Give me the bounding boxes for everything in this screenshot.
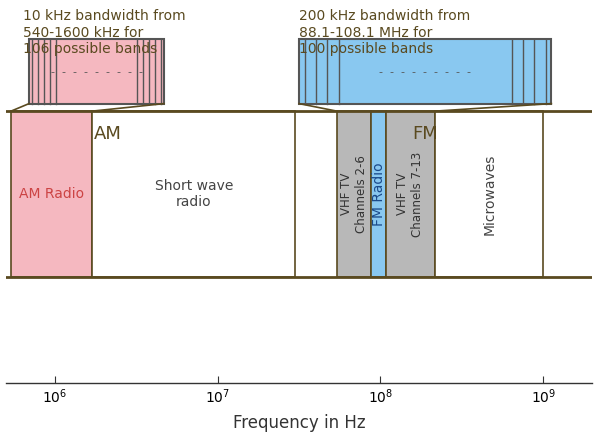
- Text: FM Radio: FM Radio: [372, 162, 386, 226]
- Text: FM: FM: [412, 125, 438, 143]
- Bar: [299, 39, 551, 104]
- Bar: [29, 39, 164, 104]
- Text: -  -  -  -  -  -  -  -  -: - - - - - - - - -: [50, 67, 142, 77]
- Text: 10 kHz bandwidth from
540-1600 kHz for
106 possible bands: 10 kHz bandwidth from 540-1600 kHz for 1…: [23, 9, 186, 56]
- Text: Microwaves: Microwaves: [482, 153, 496, 235]
- Text: AM Radio: AM Radio: [19, 187, 84, 201]
- Text: AM: AM: [94, 125, 122, 143]
- Text: 200 kHz bandwidth from
88.1-108.1 MHz for
100 possible bands: 200 kHz bandwidth from 88.1-108.1 MHz fo…: [299, 9, 470, 56]
- Bar: [435, 111, 544, 277]
- Text: VHF TV
Channels 7-13: VHF TV Channels 7-13: [396, 152, 425, 237]
- Bar: [92, 111, 295, 277]
- Bar: [337, 111, 371, 277]
- Text: VHF TV
Channels 2-6: VHF TV Channels 2-6: [340, 155, 368, 233]
- Text: -  -  -  -  -  -  -  -  -: - - - - - - - - -: [379, 67, 471, 77]
- Bar: [11, 111, 92, 277]
- Bar: [386, 111, 435, 277]
- Bar: [371, 111, 386, 277]
- X-axis label: Frequency in Hz: Frequency in Hz: [233, 414, 365, 432]
- Text: Short wave
radio: Short wave radio: [154, 179, 233, 209]
